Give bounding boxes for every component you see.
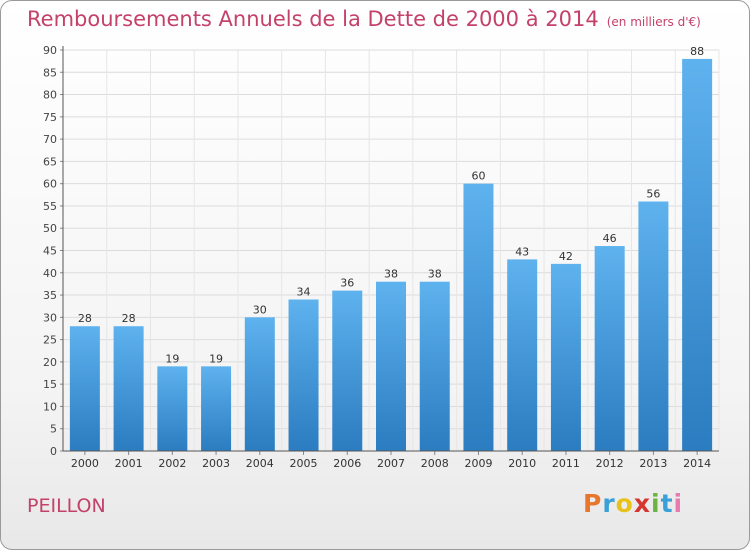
bar-2006 bbox=[332, 290, 363, 451]
bar-2012 bbox=[594, 246, 625, 451]
x-tick-label: 2007 bbox=[377, 457, 405, 470]
bar-2004 bbox=[244, 317, 275, 451]
value-label: 34 bbox=[297, 286, 311, 299]
bar-2003 bbox=[201, 366, 232, 451]
bars bbox=[69, 58, 713, 452]
logo-letter: i bbox=[673, 489, 684, 518]
x-tick-label: 2011 bbox=[552, 457, 580, 470]
bar-2000 bbox=[69, 326, 100, 451]
value-label: 28 bbox=[122, 312, 136, 325]
bar-2007 bbox=[376, 281, 406, 451]
value-label: 28 bbox=[78, 312, 92, 325]
x-tick-label: 2003 bbox=[202, 457, 230, 470]
y-tick-label: 70 bbox=[43, 133, 57, 146]
bar-2001 bbox=[113, 326, 144, 451]
x-tick-label: 2001 bbox=[115, 457, 143, 470]
value-label: 56 bbox=[646, 187, 660, 200]
y-tick-label: 35 bbox=[43, 289, 57, 302]
y-tick-label: 0 bbox=[50, 445, 57, 458]
chart-subtitle: (en milliers d'€) bbox=[606, 15, 701, 29]
value-label: 19 bbox=[165, 352, 179, 365]
value-label: 36 bbox=[340, 277, 354, 290]
bar-2009 bbox=[463, 183, 494, 451]
logo-letter: t bbox=[660, 489, 674, 518]
y-tick-label: 90 bbox=[43, 44, 57, 57]
chart-title: Remboursements Annuels de la Dette de 20… bbox=[27, 7, 701, 31]
value-labels: 28 28 19 19 30 34 36 38 38 60 43 42 46 56 88 bbox=[78, 45, 704, 365]
logo-letter: i bbox=[651, 489, 661, 518]
value-label: 30 bbox=[253, 303, 267, 316]
axes: 0 5 10 15 20 25 30 35 40 45 50 55 60 65 70 75 80 85 90 2000… bbox=[43, 44, 719, 470]
logo-letter: o bbox=[615, 489, 634, 518]
y-tick-label: 10 bbox=[43, 400, 57, 413]
logo-letter: P bbox=[583, 489, 603, 518]
x-tick-label: 2010 bbox=[508, 457, 536, 470]
bar-2013 bbox=[638, 201, 669, 451]
bar-2014 bbox=[682, 58, 713, 452]
logo-letter: r bbox=[602, 489, 616, 518]
y-tick-label: 75 bbox=[43, 111, 57, 124]
y-tick-label: 30 bbox=[43, 311, 57, 324]
title-text: Remboursements Annuels de la Dette de 20… bbox=[27, 7, 599, 31]
value-label: 60 bbox=[471, 170, 485, 183]
y-tick-label: 55 bbox=[43, 200, 57, 213]
x-tick-label: 2014 bbox=[683, 457, 711, 470]
place-name: PEILLON bbox=[27, 495, 106, 517]
x-tick-label: 2005 bbox=[290, 457, 318, 470]
x-tick-label: 2004 bbox=[246, 457, 274, 470]
bar-2011 bbox=[550, 263, 581, 451]
x-tick-label: 2008 bbox=[421, 457, 449, 470]
y-tick-label: 25 bbox=[43, 334, 57, 347]
y-tick-label: 15 bbox=[43, 378, 57, 391]
y-tick-label: 40 bbox=[43, 267, 57, 280]
x-tick-label: 2009 bbox=[464, 457, 492, 470]
x-tick-label: 2012 bbox=[596, 457, 624, 470]
x-tick-label: 2002 bbox=[158, 457, 186, 470]
y-tick-label: 45 bbox=[43, 245, 57, 258]
value-label: 38 bbox=[384, 268, 398, 281]
x-tick-label: 2006 bbox=[333, 457, 361, 470]
value-label: 43 bbox=[515, 245, 529, 258]
y-tick-label: 80 bbox=[43, 89, 57, 102]
value-label: 38 bbox=[428, 268, 442, 281]
logo-letter: x bbox=[633, 489, 651, 518]
value-label: 88 bbox=[690, 45, 704, 58]
value-label: 19 bbox=[209, 352, 223, 365]
x-tick-label: 2000 bbox=[71, 457, 99, 470]
value-label: 46 bbox=[603, 232, 617, 245]
y-tick-label: 50 bbox=[43, 222, 57, 235]
y-tick-label: 20 bbox=[43, 356, 57, 369]
bar-2002 bbox=[157, 366, 188, 451]
bar-2010 bbox=[507, 259, 538, 451]
y-tick-label: 65 bbox=[43, 155, 57, 168]
x-tick-label: 2013 bbox=[639, 457, 667, 470]
y-tick-label: 5 bbox=[50, 423, 57, 436]
bar-2008 bbox=[419, 281, 450, 451]
bar-2005 bbox=[288, 299, 319, 451]
y-tick-label: 60 bbox=[43, 178, 57, 191]
value-label: 42 bbox=[559, 250, 573, 263]
y-tick-label: 85 bbox=[43, 66, 57, 79]
proxiti-logo: Proxiti bbox=[583, 489, 683, 518]
